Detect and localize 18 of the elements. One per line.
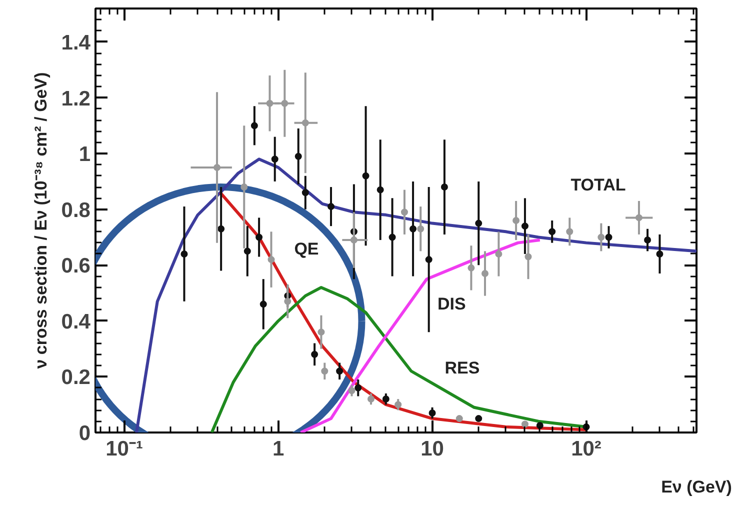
y-tick-label: 1 <box>78 143 91 166</box>
series-label: DIS <box>438 294 466 314</box>
y-tick-label: 0.6 <box>61 254 91 278</box>
y-tick-label: 0.2 <box>61 366 91 390</box>
x-tick-label: 1 <box>272 438 284 460</box>
x-tick-label: 10⁻¹ <box>106 438 143 460</box>
y-tick-label: 1.4 <box>61 31 91 54</box>
x-axis-title: Eν (GeV) <box>661 478 732 496</box>
text: TOTAL <box>570 175 626 194</box>
series-label: RES <box>444 358 480 378</box>
series-label: QE <box>294 240 319 259</box>
x-tick-label: 10 <box>420 438 444 460</box>
x-tick-label: 10² <box>571 438 602 460</box>
y-tick-label: 0.8 <box>61 198 91 222</box>
y-tick-label: 0.4 <box>61 310 91 334</box>
y-tick-label: 0 <box>78 422 91 445</box>
y-tick-label: 1.2 <box>61 87 91 110</box>
y-axis-title: ν cross section / Eν (10⁻³⁸ cm² / GeV) <box>31 72 50 369</box>
